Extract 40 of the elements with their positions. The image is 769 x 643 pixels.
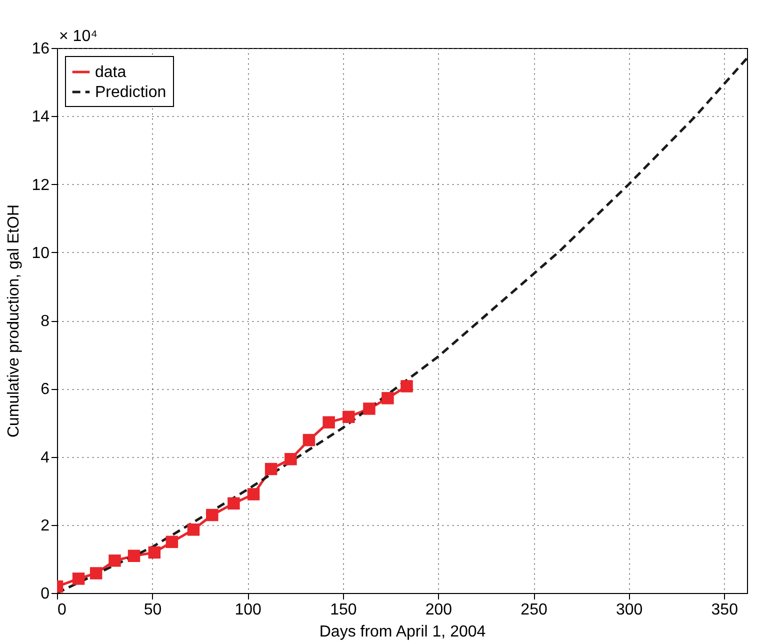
- y-tick-label: 4: [40, 449, 50, 466]
- y-tick-label: 16: [32, 40, 50, 58]
- point: [72, 572, 85, 585]
- point: [363, 402, 376, 415]
- point: [206, 508, 218, 522]
- point: [148, 546, 161, 559]
- point: [128, 550, 140, 562]
- y-tick-label: 0: [40, 586, 50, 602]
- y-tick-label: 14: [32, 108, 50, 126]
- x-axis-title: Days from April 1, 2004: [319, 624, 486, 640]
- legend-label: data: [95, 64, 126, 81]
- x-tick-label: 150: [330, 602, 357, 618]
- point: [187, 524, 200, 536]
- point: [264, 462, 278, 476]
- y-tick-label: 10: [32, 244, 50, 262]
- legend-label: Prediction: [95, 84, 166, 101]
- point: [284, 453, 297, 466]
- point: [108, 554, 121, 567]
- x-tick-label: 50: [144, 602, 162, 618]
- point: [228, 497, 240, 510]
- y-tick-label: 2: [40, 517, 50, 534]
- y-axis-title: Cumulative production, gal EtOH: [6, 204, 23, 438]
- x-tick-label: 200: [425, 602, 452, 618]
- x-tick-label: 350: [711, 602, 738, 618]
- point: [90, 567, 102, 580]
- x-tick-label: 100: [234, 602, 262, 618]
- x-tick-label: 300: [616, 602, 643, 618]
- point: [322, 416, 335, 428]
- y-tick-label: 12: [32, 176, 50, 194]
- point: [400, 380, 413, 392]
- text: × 10⁴: [59, 28, 98, 45]
- point: [166, 536, 178, 548]
- x-tick-label: 250: [520, 602, 548, 618]
- point: [342, 410, 355, 424]
- point: [302, 434, 316, 446]
- y-tick-label: 8: [40, 313, 50, 330]
- y-tick-label: 6: [40, 381, 50, 398]
- x-tick-label: 0: [58, 602, 66, 618]
- point: [247, 488, 260, 500]
- point: [382, 392, 394, 404]
